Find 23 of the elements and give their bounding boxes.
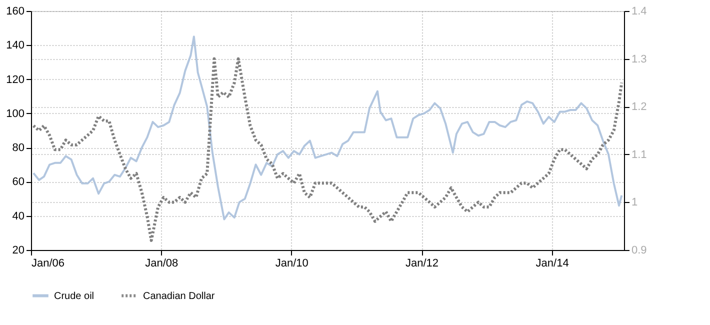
- y2-tick-label: 0.9: [632, 244, 647, 256]
- legend-label: Canadian Dollar: [143, 290, 216, 302]
- y2-tick-label: 1.1: [632, 148, 647, 161]
- line-series: [32, 57, 624, 242]
- x-tick-label: Jan/12: [406, 258, 439, 270]
- x-tick-label: Jan/06: [32, 258, 65, 270]
- y2-tick-label: 1.2: [632, 101, 647, 114]
- y-tick-label: 40: [12, 210, 24, 222]
- y-tick-label: 20: [12, 244, 24, 256]
- x-tick-label: Jan/08: [145, 258, 178, 270]
- y-tick-label: 80: [12, 142, 24, 154]
- y2-tick-label: 1.3: [632, 53, 647, 66]
- y-tick-label: 160: [6, 6, 24, 18]
- y-tick-label: 100: [6, 108, 24, 120]
- line-series: [32, 36, 623, 220]
- y2-tick-label: 1.4: [632, 6, 647, 18]
- y2-tick-label: 1: [632, 196, 638, 209]
- legend-label: Crude oil: [54, 290, 94, 302]
- x-tick-label: Jan/10: [275, 258, 308, 270]
- y-tick-label: 140: [6, 40, 24, 52]
- y-tick-label: 60: [12, 176, 24, 188]
- y-tick-label: 120: [6, 74, 24, 86]
- x-tick-label: Jan/14: [536, 258, 569, 270]
